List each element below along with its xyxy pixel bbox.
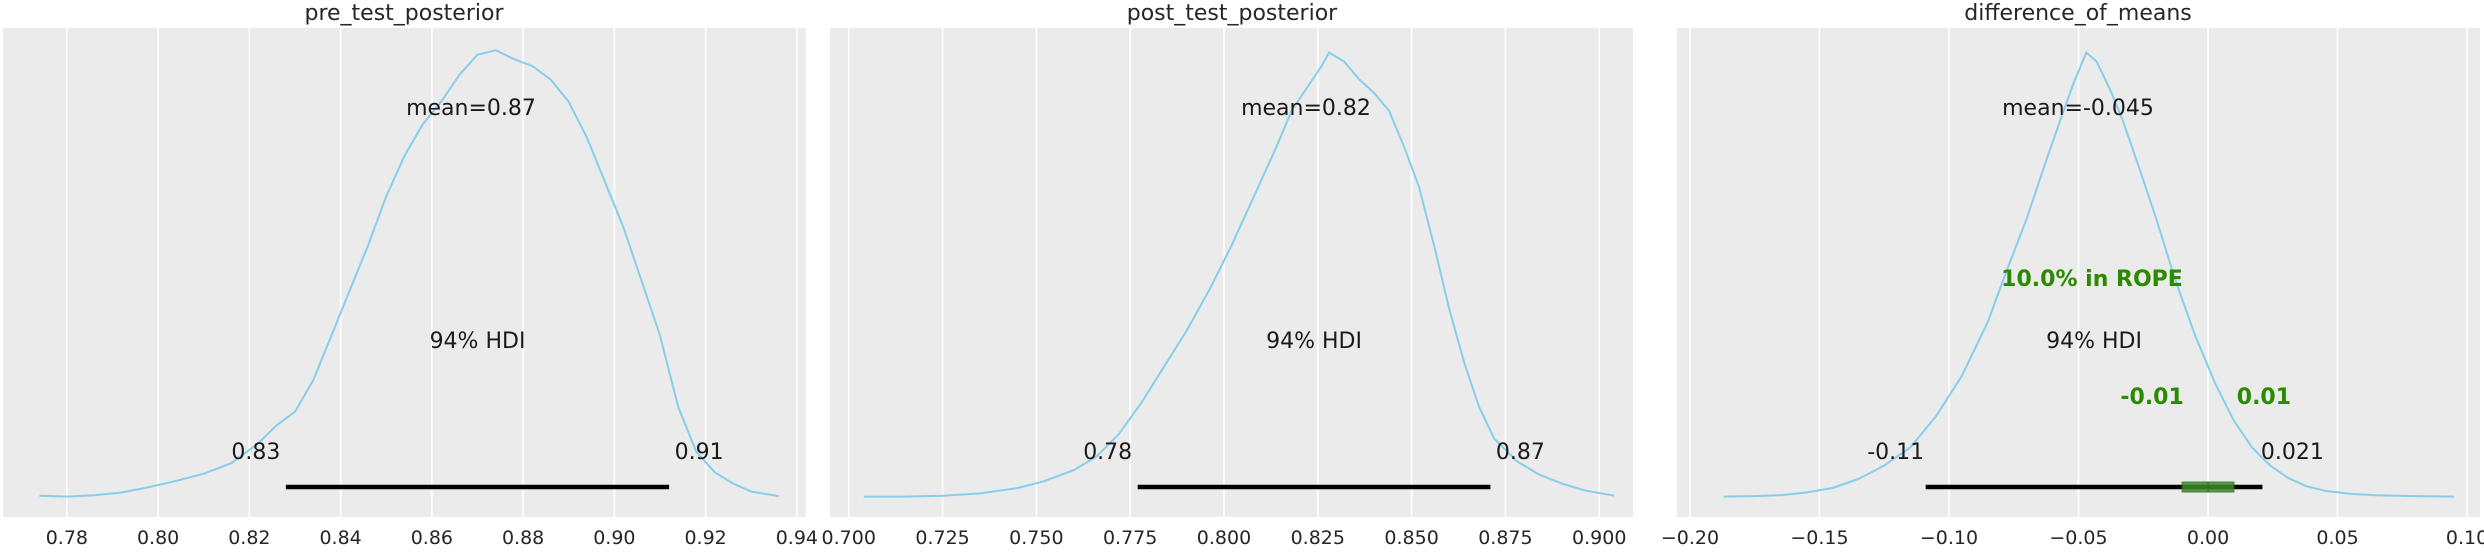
rope-low-label: -0.01 bbox=[2120, 385, 2183, 410]
kde-curve bbox=[1723, 51, 2455, 498]
hdi-high-label: 0.91 bbox=[675, 440, 724, 465]
mean-label: mean=-0.045 bbox=[2002, 96, 2154, 121]
x-tick-label: 0.94 bbox=[776, 527, 818, 549]
x-tick-label: −0.20 bbox=[1661, 527, 1719, 549]
panel-title: pre_test_posterior bbox=[304, 1, 504, 26]
panel-title: post_test_posterior bbox=[1127, 1, 1338, 26]
panel-post_test_posterior: post_test_posterior 0.700 0.725 0.750 0.775 0… bbox=[822, 1, 1633, 549]
hdi-low-label: -0.11 bbox=[1867, 440, 1924, 465]
x-tick-label: 0.92 bbox=[684, 527, 726, 549]
x-tick-label: 0.82 bbox=[228, 527, 270, 549]
hdi-low-label: 0.78 bbox=[1083, 440, 1132, 465]
x-tick-label: 0.10 bbox=[2446, 527, 2484, 549]
rope-label: 10.0% in ROPE bbox=[2001, 267, 2183, 292]
hdi-label: 94% HDI bbox=[1266, 329, 1362, 354]
x-tick-label: 0.700 bbox=[822, 527, 876, 549]
x-tick-label: 0.775 bbox=[1103, 527, 1157, 549]
x-tick-label: 0.84 bbox=[319, 527, 361, 549]
hdi-high-label: 0.021 bbox=[2261, 440, 2324, 465]
kde-curve bbox=[39, 49, 779, 498]
x-tick-label: 0.80 bbox=[137, 527, 179, 549]
x-tick-label: 0.850 bbox=[1384, 527, 1438, 549]
plot-background bbox=[3, 28, 806, 517]
x-tick-label: 0.05 bbox=[2316, 527, 2358, 549]
panel-pre_test_posterior: pre_test_posterior 0.78 0.80 0.82 0.84 0.86 0.… bbox=[3, 1, 818, 549]
x-tick-label: 0.88 bbox=[502, 527, 544, 549]
kde-curve bbox=[863, 51, 1615, 498]
hdi-high-label: 0.87 bbox=[1496, 440, 1545, 465]
x-tick-label: −0.15 bbox=[1790, 527, 1848, 549]
plot-background bbox=[830, 28, 1633, 517]
mean-label: mean=0.87 bbox=[406, 96, 536, 121]
x-tick-label: 0.86 bbox=[411, 527, 453, 549]
x-tick-label: 0.825 bbox=[1291, 527, 1345, 549]
panel-title: difference_of_means bbox=[1964, 1, 2192, 26]
x-tick-label: −0.10 bbox=[1920, 527, 1978, 549]
x-tick-label: 0.78 bbox=[46, 527, 88, 549]
mean-label: mean=0.82 bbox=[1241, 96, 1371, 121]
x-tick-label: 0.00 bbox=[2187, 527, 2229, 549]
rope-high-label: 0.01 bbox=[2237, 385, 2291, 410]
hdi-label: 94% HDI bbox=[2046, 329, 2142, 354]
hdi-label: 94% HDI bbox=[430, 329, 526, 354]
x-tick-label: 0.725 bbox=[915, 527, 969, 549]
x-tick-label: 0.750 bbox=[1009, 527, 1063, 549]
x-tick-label: 0.90 bbox=[593, 527, 635, 549]
panel-difference_of_means: difference_of_means −0.20 −0.15 −0.10 −0.05 0… bbox=[1661, 1, 2484, 549]
x-tick-label: 0.900 bbox=[1572, 527, 1626, 549]
x-tick-label: 0.875 bbox=[1478, 527, 1532, 549]
hdi-low-label: 0.83 bbox=[231, 440, 280, 465]
x-tick-label: −0.05 bbox=[2049, 527, 2107, 549]
x-tick-label: 0.800 bbox=[1197, 527, 1251, 549]
